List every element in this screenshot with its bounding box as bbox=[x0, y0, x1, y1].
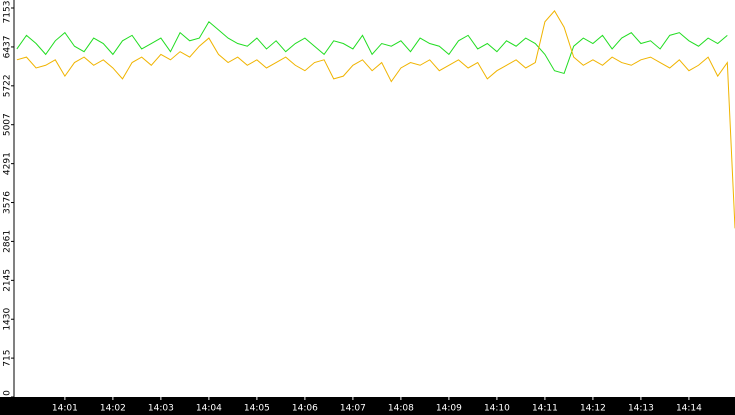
y-tick-label: 1430 bbox=[3, 308, 13, 331]
x-tick-label: 14:09 bbox=[436, 404, 462, 414]
x-tick-label: 14:01 bbox=[52, 404, 78, 414]
x-tick-label: 14:13 bbox=[628, 404, 654, 414]
series-line bbox=[16, 20, 728, 75]
x-axis-band bbox=[0, 397, 735, 415]
y-tick-label: 5007 bbox=[3, 113, 13, 136]
x-tick-label: 14:08 bbox=[388, 404, 414, 414]
x-tick-label: 14:07 bbox=[340, 404, 366, 414]
x-tick-label: 14:12 bbox=[580, 404, 606, 414]
x-tick-label: 14:10 bbox=[484, 404, 510, 414]
y-tick-label: 715 bbox=[3, 350, 13, 367]
y-tick-label: 4291 bbox=[3, 152, 13, 175]
x-tick-label: 14:03 bbox=[148, 404, 174, 414]
x-tick-label: 14:04 bbox=[196, 404, 222, 414]
x-tick-label: 14:11 bbox=[532, 404, 558, 414]
y-tick-label: 6437 bbox=[3, 35, 13, 58]
y-tick-label: 2861 bbox=[3, 230, 13, 253]
x-tick-label: 14:05 bbox=[244, 404, 270, 414]
y-tick-label: 2145 bbox=[3, 269, 13, 292]
y-tick-label: 7153 bbox=[3, 1, 13, 24]
x-tick-label: 14:06 bbox=[292, 404, 318, 414]
x-tick-label: 14:14 bbox=[676, 404, 702, 414]
y-tick-label: 0 bbox=[3, 390, 13, 396]
y-tick-label: 5722 bbox=[3, 74, 13, 97]
series-line bbox=[16, 10, 735, 229]
x-tick-label: 14:02 bbox=[100, 404, 126, 414]
y-tick-label: 3576 bbox=[3, 191, 13, 214]
